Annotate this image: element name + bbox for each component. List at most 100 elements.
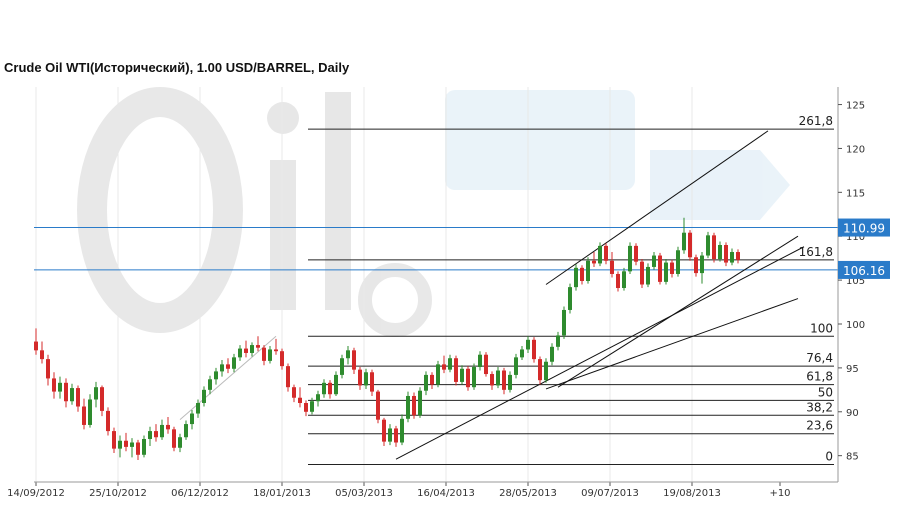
candle-body <box>484 354 488 375</box>
watermark-logo <box>77 87 790 337</box>
candle-body <box>376 391 380 420</box>
candle-body <box>88 399 92 425</box>
x-tick-label: 14/09/2012 <box>7 488 65 499</box>
candle <box>322 379 326 398</box>
candle-body <box>34 341 38 351</box>
candle <box>478 351 482 371</box>
candle-body <box>40 350 44 360</box>
candle-body <box>160 424 164 438</box>
candle <box>724 242 728 267</box>
candle <box>526 336 530 353</box>
y-tick-label: 125 <box>846 101 865 112</box>
y-tick-label: 105 <box>846 276 865 287</box>
candle <box>274 338 278 355</box>
candle-body <box>400 418 404 443</box>
candle <box>136 439 140 461</box>
candle <box>586 257 590 284</box>
candle-body <box>370 372 374 392</box>
candle <box>106 407 110 436</box>
candle-body <box>64 382 68 402</box>
candle <box>304 400 308 417</box>
candle-body <box>442 364 446 370</box>
candle-body <box>286 366 290 388</box>
x-tick-label: 18/01/2013 <box>253 488 311 499</box>
candle-body <box>340 358 344 375</box>
candle <box>706 231 710 259</box>
candle-body <box>532 339 536 360</box>
candle-body <box>496 370 500 386</box>
x-tick-label: 16/04/2013 <box>417 488 475 499</box>
candle <box>46 354 50 386</box>
candle <box>382 417 386 447</box>
candle <box>598 242 602 267</box>
candle-body <box>604 245 608 261</box>
candle-body <box>292 387 296 398</box>
candle <box>292 384 296 403</box>
candle <box>712 232 716 263</box>
candle <box>34 328 38 355</box>
candle <box>118 435 122 458</box>
candle-body <box>736 252 740 260</box>
candle <box>418 387 422 418</box>
candle <box>262 345 266 366</box>
chart-title: Crude Oil WTI(Исторический), 1.00 USD/BA… <box>4 60 350 75</box>
candle-body <box>142 438 146 455</box>
candle <box>370 369 374 396</box>
candle-body <box>124 440 128 447</box>
candle <box>460 365 464 385</box>
candle-body <box>268 349 272 361</box>
axes: 14/09/2012 25/10/2012 06/12/2012 18/01/2013… <box>7 87 865 499</box>
fibonacci-level-label: 76,4 <box>806 351 833 365</box>
candle-body <box>316 394 320 402</box>
candle <box>376 389 380 424</box>
trend-line-trend-medium <box>545 298 799 390</box>
candle-body <box>196 403 200 414</box>
candle-body <box>406 395 410 419</box>
x-tick-label: 19/08/2013 <box>663 488 721 499</box>
candle <box>82 398 86 430</box>
candle-body <box>694 257 698 274</box>
candle-body <box>646 266 650 285</box>
candle-body <box>220 364 224 372</box>
candle-body <box>580 267 584 281</box>
candle-body <box>346 350 350 359</box>
candle <box>160 419 164 440</box>
candle <box>730 248 734 266</box>
candle <box>70 383 74 405</box>
candle <box>472 363 476 390</box>
candle-body <box>592 260 596 264</box>
candle <box>238 345 242 361</box>
candle-body <box>424 374 428 391</box>
candle-body <box>262 347 266 361</box>
candle-body <box>214 371 218 380</box>
trend-line-channel-upper <box>545 130 769 285</box>
candle <box>364 368 368 389</box>
candle <box>652 252 656 270</box>
price-tag-box <box>838 260 890 279</box>
candle-body <box>208 379 212 390</box>
candle-body <box>550 346 554 362</box>
candle-body <box>460 368 464 382</box>
candle <box>268 345 272 364</box>
candle-body <box>700 255 704 274</box>
candle-body <box>556 335 560 347</box>
candle-body <box>430 374 434 385</box>
candle-body <box>328 382 332 395</box>
candle-body <box>130 442 134 447</box>
candle-body <box>226 364 230 369</box>
y-tick-label: 95 <box>846 364 859 375</box>
candle-body <box>58 382 62 392</box>
candle <box>358 367 362 390</box>
candle-body <box>568 287 572 310</box>
candle <box>280 348 284 370</box>
y-tick-label: 110 <box>846 232 865 243</box>
candle-body <box>520 349 524 358</box>
candle <box>658 252 662 285</box>
candle <box>196 399 200 418</box>
candle-body <box>478 354 482 368</box>
candle <box>490 371 494 390</box>
candle-body <box>664 262 668 282</box>
candle <box>394 425 398 447</box>
candle-body <box>106 410 110 432</box>
candle <box>424 371 428 396</box>
